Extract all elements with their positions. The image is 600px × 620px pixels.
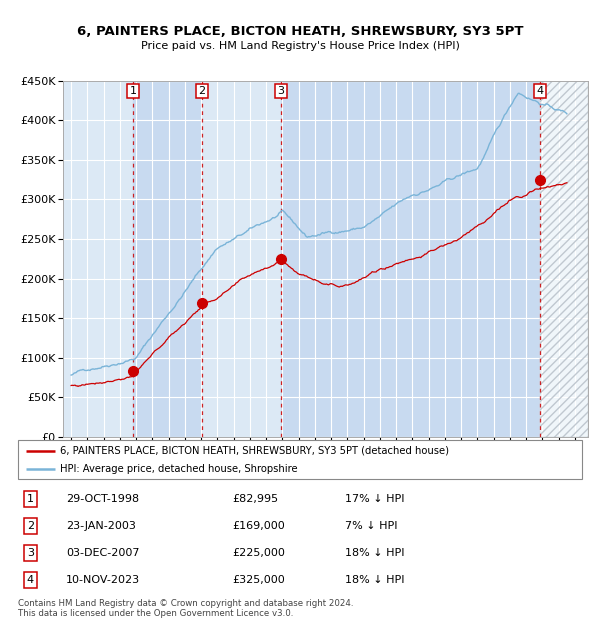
Bar <box>202 81 281 437</box>
Text: 4: 4 <box>27 575 34 585</box>
Text: Price paid vs. HM Land Registry's House Price Index (HPI): Price paid vs. HM Land Registry's House … <box>140 41 460 51</box>
Text: 1: 1 <box>27 494 34 504</box>
Bar <box>281 81 540 437</box>
Bar <box>63 81 133 437</box>
Text: 10-NOV-2023: 10-NOV-2023 <box>66 575 140 585</box>
Text: HPI: Average price, detached house, Shropshire: HPI: Average price, detached house, Shro… <box>60 464 298 474</box>
Text: 03-DEC-2007: 03-DEC-2007 <box>66 548 139 558</box>
Text: £169,000: £169,000 <box>232 521 285 531</box>
Bar <box>133 81 202 437</box>
Text: Contains HM Land Registry data © Crown copyright and database right 2024.
This d: Contains HM Land Registry data © Crown c… <box>18 599 353 618</box>
Text: 18% ↓ HPI: 18% ↓ HPI <box>345 548 404 558</box>
Text: 2: 2 <box>199 86 206 96</box>
Text: 3: 3 <box>278 86 284 96</box>
Text: 2: 2 <box>27 521 34 531</box>
Bar <box>540 81 588 437</box>
Text: £325,000: £325,000 <box>232 575 285 585</box>
Text: 3: 3 <box>27 548 34 558</box>
Text: 1: 1 <box>130 86 137 96</box>
Text: 23-JAN-2003: 23-JAN-2003 <box>66 521 136 531</box>
Text: 29-OCT-1998: 29-OCT-1998 <box>66 494 139 504</box>
Text: £82,995: £82,995 <box>232 494 278 504</box>
Bar <box>540 81 588 437</box>
Text: 6, PAINTERS PLACE, BICTON HEATH, SHREWSBURY, SY3 5PT (detached house): 6, PAINTERS PLACE, BICTON HEATH, SHREWSB… <box>60 446 449 456</box>
Text: 4: 4 <box>536 86 544 96</box>
Text: 17% ↓ HPI: 17% ↓ HPI <box>345 494 404 504</box>
Text: 18% ↓ HPI: 18% ↓ HPI <box>345 575 404 585</box>
Text: 7% ↓ HPI: 7% ↓ HPI <box>345 521 398 531</box>
Text: 6, PAINTERS PLACE, BICTON HEATH, SHREWSBURY, SY3 5PT: 6, PAINTERS PLACE, BICTON HEATH, SHREWSB… <box>77 25 523 38</box>
Text: £225,000: £225,000 <box>232 548 285 558</box>
